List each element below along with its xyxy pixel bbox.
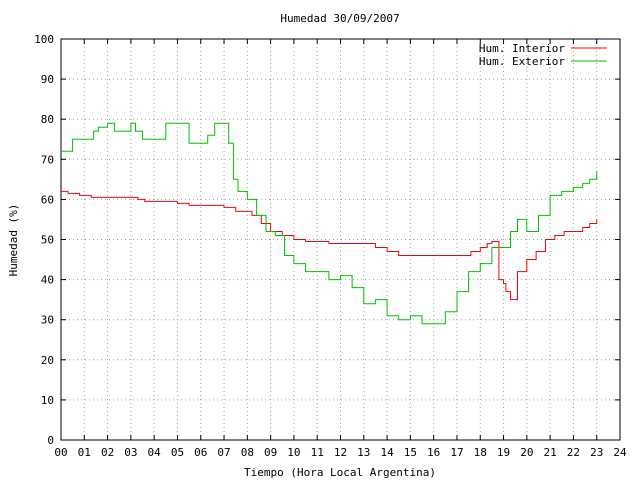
x-tick-label: 10 — [287, 446, 300, 459]
y-tick-label: 20 — [41, 354, 54, 367]
grid — [61, 39, 620, 440]
x-tick-label: 09 — [264, 446, 277, 459]
x-tick-label: 14 — [380, 446, 394, 459]
x-tick-label: 08 — [241, 446, 254, 459]
x-tick-label: 00 — [54, 446, 67, 459]
x-tick-label: 05 — [171, 446, 184, 459]
y-tick-label: 40 — [41, 274, 54, 287]
series-line-1 — [61, 190, 598, 301]
x-tick-label: 22 — [567, 446, 580, 459]
x-tick-label: 03 — [124, 446, 137, 459]
x-tick-label: 15 — [404, 446, 417, 459]
axis-ticks: 0 10 20 30 40 50 60 70 80 90 100 00 01 02 03 04 05 06 07 08… — [34, 33, 627, 459]
x-tick-label: 18 — [474, 446, 487, 459]
series-line-2 — [61, 122, 598, 325]
legend-label: Hum. Exterior — [479, 55, 565, 68]
y-axis-label: Humedad (%) — [7, 204, 20, 277]
x-tick-label: 17 — [450, 446, 463, 459]
x-tick-label: 21 — [544, 446, 557, 459]
x-tick-label: 01 — [78, 446, 91, 459]
y-tick-label: 70 — [41, 153, 54, 166]
x-tick-label: 11 — [311, 446, 324, 459]
legend-label: Hum. Interior — [479, 42, 565, 55]
y-tick-label: 0 — [47, 434, 54, 447]
x-tick-label: 06 — [194, 446, 207, 459]
x-tick-label: 04 — [148, 446, 162, 459]
y-tick-label: 100 — [34, 33, 54, 46]
x-tick-label: 07 — [217, 446, 230, 459]
x-tick-label: 13 — [357, 446, 370, 459]
x-tick-label: 24 — [613, 446, 627, 459]
y-tick-label: 80 — [41, 113, 54, 126]
y-tick-label: 90 — [41, 73, 54, 86]
x-tick-label: 20 — [520, 446, 533, 459]
series-layer — [61, 122, 598, 325]
x-tick-label: 19 — [497, 446, 510, 459]
x-tick-label: 02 — [101, 446, 114, 459]
y-tick-label: 60 — [41, 193, 54, 206]
y-tick-label: 50 — [41, 234, 54, 247]
chart-title: Humedad 30/09/2007 — [280, 12, 399, 25]
y-tick-label: 30 — [41, 314, 54, 327]
x-tick-label: 23 — [590, 446, 603, 459]
x-tick-label: 16 — [427, 446, 440, 459]
x-axis-label: Tiempo (Hora Local Argentina) — [244, 466, 436, 479]
y-tick-label: 10 — [41, 394, 54, 407]
x-tick-label: 12 — [334, 446, 347, 459]
